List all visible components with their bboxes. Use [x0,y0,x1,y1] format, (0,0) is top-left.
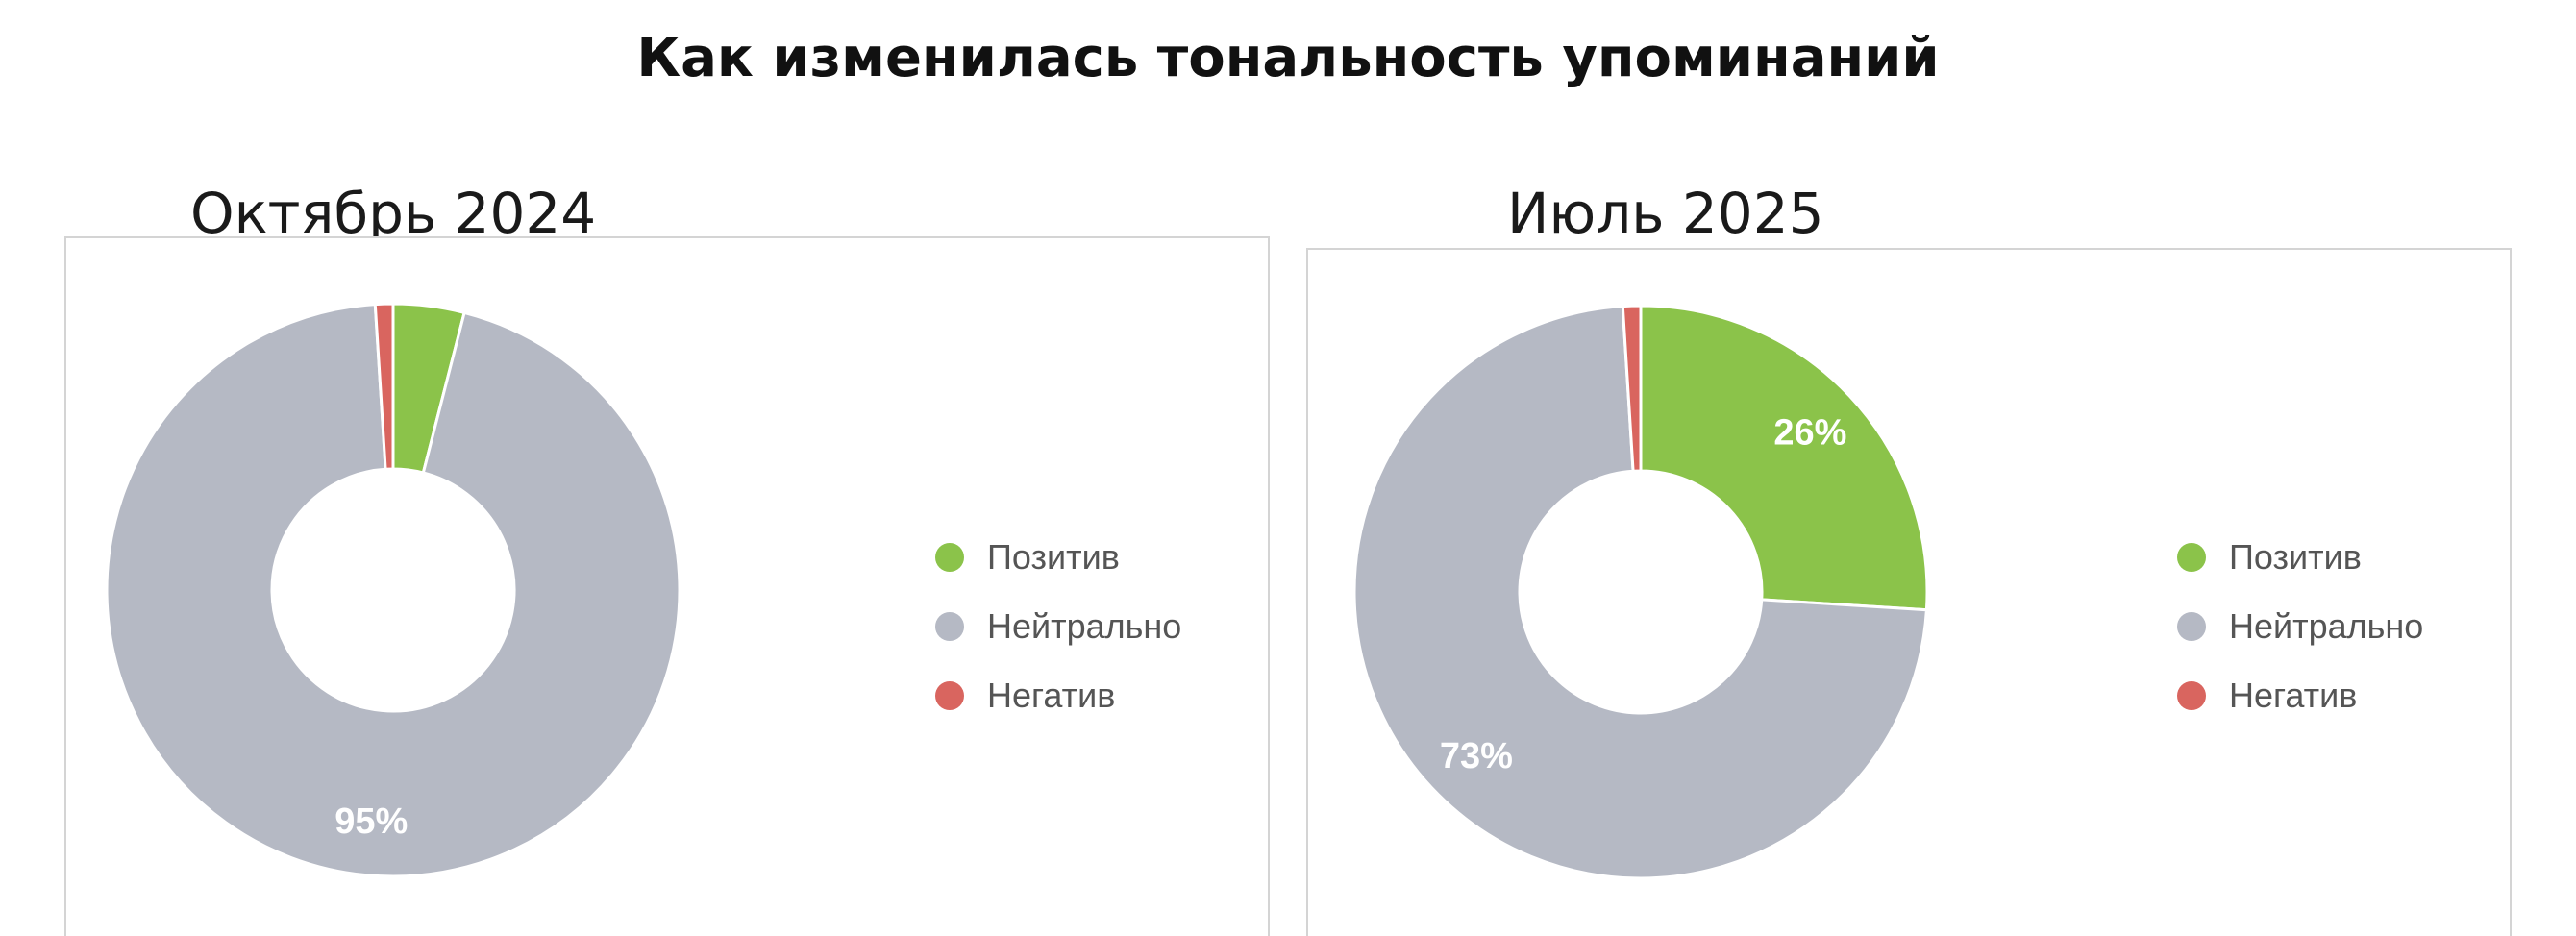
data-label-neutral: 73% [1440,736,1513,776]
chart-panel-october-2024: 95% Позитив Нейтрально Негатив [64,236,1270,936]
donut-chart-july-2025: 26% 73% [1352,304,1929,880]
legend-dot-negative [2177,681,2206,710]
slice-negative[interactable] [373,302,395,471]
legend-july-2025: Позитив Нейтрально Негатив [2177,523,2423,730]
legend-dot-neutral [2177,612,2206,641]
legend-item-negative[interactable]: Негатив [935,661,1181,730]
legend-label-negative: Негатив [2229,676,2358,715]
legend-dot-positive [935,543,964,572]
slice-neutral[interactable] [105,302,681,878]
slice-positive[interactable] [1639,304,1929,612]
legend-item-positive[interactable]: Позитив [2177,523,2423,592]
data-label-positive: 26% [1773,412,1846,453]
data-label-neutral: 95% [334,801,408,842]
slice-negative[interactable] [1621,304,1643,473]
legend-item-neutral[interactable]: Нейтрально [935,592,1181,661]
chart-title-july-2025: Июль 2025 [1507,181,1824,246]
legend-label-neutral: Нейтрально [2229,606,2424,646]
legend-dot-negative [935,681,964,710]
legend-dot-neutral [935,612,964,641]
chart-panel-july-2025: 26% 73% Позитив Нейтрально Негатив [1306,248,2512,936]
legend-october-2024: Позитив Нейтрально Негатив [935,523,1181,730]
chart-title-october-2024: Октябрь 2024 [190,181,597,246]
legend-dot-positive [2177,543,2206,572]
legend-item-positive[interactable]: Позитив [935,523,1181,592]
legend-item-negative[interactable]: Негатив [2177,661,2423,730]
legend-item-neutral[interactable]: Нейтрально [2177,592,2423,661]
legend-label-positive: Позитив [987,537,1120,577]
donut-chart-october-2024: 95% [105,302,681,878]
legend-label-neutral: Нейтрально [987,606,1182,646]
slice-neutral[interactable] [1352,304,1929,880]
legend-label-negative: Негатив [987,676,1116,715]
legend-label-positive: Позитив [2229,537,2362,577]
page-title: Как изменилась тональность упоминаний [636,27,1940,89]
